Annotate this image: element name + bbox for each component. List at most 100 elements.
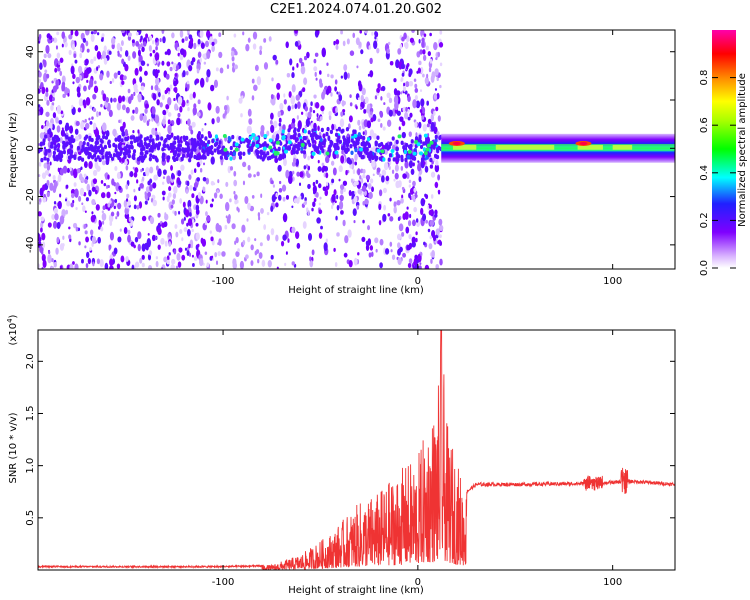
spectrogram-dot bbox=[356, 204, 360, 210]
spectrogram-dot bbox=[169, 66, 173, 72]
spectrogram-dot bbox=[186, 145, 190, 150]
spectrogram-dot bbox=[206, 262, 210, 268]
spectrogram-dot bbox=[103, 144, 108, 150]
spectrogram-dot bbox=[117, 70, 121, 76]
spectrogram-dot bbox=[43, 72, 48, 83]
spectrogram-dot bbox=[409, 37, 415, 43]
spectrogram-dot bbox=[296, 127, 301, 133]
spectrogram-dot bbox=[324, 188, 329, 197]
spectrogram-dot bbox=[414, 83, 418, 89]
spectrogram-dot bbox=[68, 234, 72, 240]
spectrogram-dot bbox=[44, 134, 48, 139]
spectrogram-dot bbox=[174, 224, 178, 229]
spectrogram-dot bbox=[434, 164, 440, 173]
spectrogram-dot bbox=[356, 65, 359, 69]
spectrogram-dot bbox=[155, 158, 159, 163]
spectrogram-dot bbox=[103, 183, 107, 187]
spectrogram-dot bbox=[85, 150, 89, 155]
x-tick-label: 0 bbox=[415, 276, 421, 287]
spectrogram-dot bbox=[62, 93, 66, 99]
spectrogram-dot bbox=[85, 97, 91, 106]
spectrogram-dot bbox=[99, 143, 103, 148]
spectrogram-dot bbox=[116, 263, 121, 269]
spectrogram-dot bbox=[419, 109, 423, 113]
spectrogram-dot bbox=[100, 226, 104, 232]
spectrogram-dot bbox=[54, 67, 58, 73]
spectrogram-dot bbox=[369, 111, 373, 116]
spectrogram-dot bbox=[428, 204, 432, 209]
spectrogram-dot bbox=[418, 265, 422, 269]
spectrogram-dot bbox=[116, 102, 121, 111]
spectrogram-dot bbox=[378, 189, 383, 197]
spectrogram-dot bbox=[130, 241, 135, 247]
spectrogram-dot bbox=[68, 34, 73, 40]
spectrogram-dot bbox=[266, 130, 270, 137]
spectrogram-dot bbox=[418, 60, 422, 66]
spectrogram-dot bbox=[397, 134, 402, 139]
spectrogram-dot bbox=[119, 74, 125, 81]
spectrogram-dot bbox=[405, 35, 410, 43]
spectrogram-dot bbox=[68, 140, 72, 146]
spectrogram-dot bbox=[282, 124, 286, 131]
spectrogram-dot bbox=[95, 140, 100, 145]
spectrogram-dot bbox=[117, 52, 120, 57]
spectrogram-dot bbox=[381, 85, 386, 92]
spectrogram-dot bbox=[374, 36, 377, 40]
spectrogram-dot bbox=[304, 105, 308, 112]
spectrogram-dot bbox=[172, 145, 176, 150]
spectrogram-dot bbox=[296, 115, 299, 120]
spectrogram-dot bbox=[199, 168, 203, 173]
spectrogram-dot bbox=[219, 149, 224, 154]
spectrogram-dot bbox=[311, 151, 316, 156]
spectrogram-dot bbox=[186, 249, 190, 256]
spectrogram-dot bbox=[213, 192, 218, 199]
spectrogram-dot bbox=[336, 232, 340, 237]
spectrogram-dot bbox=[400, 91, 403, 95]
spectrogram-dot bbox=[139, 38, 142, 43]
spectrogram-dot bbox=[429, 58, 433, 64]
narrow-band-patch bbox=[495, 144, 555, 150]
spectrogram-dot bbox=[350, 150, 354, 156]
spectrogram-dot bbox=[396, 233, 402, 241]
spectrogram-dot bbox=[247, 236, 251, 243]
spectrogram-dot bbox=[207, 102, 212, 111]
spectrogram-dot bbox=[374, 157, 378, 162]
spectrogram-dot bbox=[40, 157, 44, 163]
spectrogram-dot bbox=[188, 158, 192, 163]
spectrogram-dot bbox=[46, 161, 50, 165]
spectrogram-dot bbox=[421, 37, 425, 43]
spectrogram-dot bbox=[251, 195, 255, 199]
spectrogram-dot bbox=[84, 230, 88, 235]
spectrogram-dot bbox=[104, 203, 109, 210]
spectrogram-dot bbox=[233, 194, 238, 200]
spectrogram-dot bbox=[163, 139, 167, 144]
spectrogram-dot bbox=[175, 156, 179, 162]
colorbar-tick-label: 0.0 bbox=[699, 260, 710, 276]
spectrogram-dot bbox=[210, 84, 215, 92]
spectrogram-dot bbox=[388, 97, 393, 104]
spectrogram-dot bbox=[64, 41, 68, 48]
spectrogram-dot bbox=[123, 155, 127, 160]
spectrogram-dot bbox=[125, 183, 129, 190]
spectrogram-dot bbox=[126, 205, 129, 209]
spectrogram-dot bbox=[382, 157, 386, 162]
spectrogram-dot bbox=[93, 146, 97, 151]
spectrogram-dot bbox=[349, 50, 355, 56]
spectrogram-dot bbox=[378, 203, 382, 211]
spectrogram-dot bbox=[407, 95, 411, 102]
spectrogram-dot bbox=[362, 174, 366, 179]
spectrogram-dot bbox=[303, 201, 307, 206]
spectrogram-dot bbox=[255, 140, 260, 145]
spectrogram-dot bbox=[421, 115, 425, 120]
spectrogram-dot bbox=[218, 140, 222, 145]
spectrogram-dot bbox=[204, 142, 208, 148]
spectrogram-dot bbox=[197, 38, 201, 45]
spectrogram-dot bbox=[144, 103, 150, 109]
spectrogram-dot bbox=[149, 216, 155, 225]
spectrogram-dot bbox=[59, 70, 63, 77]
spectrogram-dot bbox=[211, 255, 214, 259]
spectrogram-dot bbox=[148, 138, 152, 143]
spectrogram-dot bbox=[246, 143, 250, 149]
spectrogram-dot bbox=[61, 208, 66, 218]
spectrogram-dot bbox=[395, 139, 399, 145]
